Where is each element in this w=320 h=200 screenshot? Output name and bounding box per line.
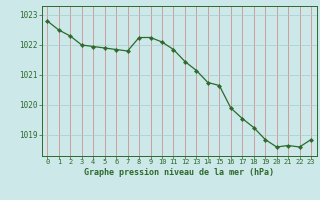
X-axis label: Graphe pression niveau de la mer (hPa): Graphe pression niveau de la mer (hPa) [84,168,274,177]
